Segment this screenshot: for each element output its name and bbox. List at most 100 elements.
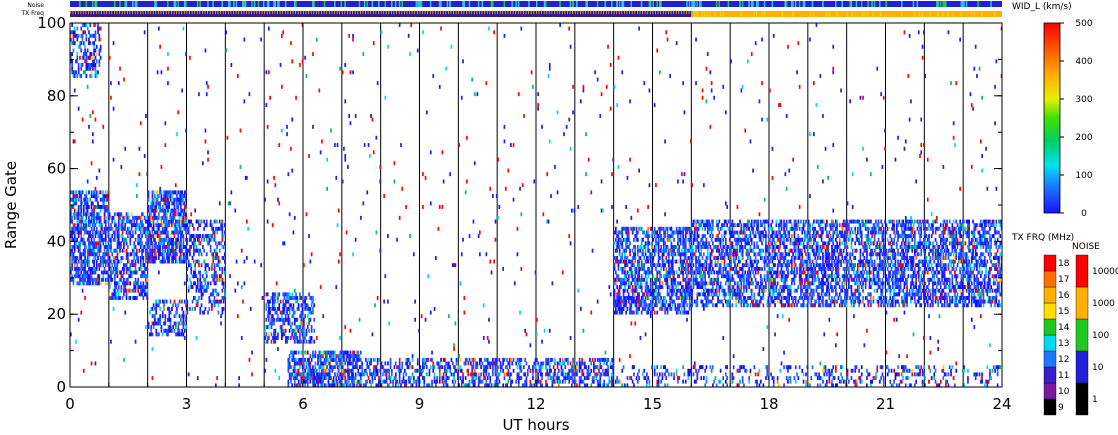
data-cell (205, 234, 208, 239)
data-cell (625, 274, 627, 279)
data-cell (308, 365, 310, 370)
data-cell (915, 379, 917, 384)
data-cell (92, 266, 94, 271)
data-cell (560, 365, 563, 370)
data-cell (404, 368, 406, 373)
data-cell (860, 379, 863, 384)
data-cell (125, 263, 128, 268)
data-cell (358, 379, 361, 384)
data-cell (630, 296, 633, 300)
data-cell (97, 281, 99, 286)
data-cell (202, 285, 204, 290)
data-cell (608, 379, 611, 384)
data-cell (657, 256, 660, 260)
data-cell (107, 248, 110, 253)
data-cell (538, 379, 541, 384)
data-cell (146, 266, 149, 271)
data-cell (776, 379, 779, 384)
data-cell (671, 292, 674, 297)
data-cell (72, 230, 75, 235)
data-cell (271, 321, 274, 326)
data-cell (183, 223, 186, 228)
data-cell (530, 383, 533, 388)
data-cell (128, 259, 130, 264)
data-cell (633, 277, 635, 282)
data-cell (517, 376, 520, 381)
data-cell (550, 357, 552, 362)
data-cell (643, 303, 646, 308)
data-cell (634, 266, 637, 271)
data-cell (783, 383, 785, 388)
data-cell (164, 299, 167, 304)
data-cell (222, 245, 225, 249)
data-cell (627, 237, 630, 242)
data-cell (920, 365, 923, 370)
data-cell (76, 219, 79, 224)
data-cell (125, 277, 128, 282)
data-cell (82, 205, 85, 209)
data-cell (352, 361, 354, 366)
data-cell (70, 266, 72, 271)
freq-tick (657, 11, 659, 14)
data-cell (106, 270, 108, 275)
data-cell (468, 379, 471, 384)
freq-tick (901, 11, 902, 17)
data-cell (151, 321, 154, 326)
data-cell (340, 365, 343, 370)
data-cell (627, 226, 630, 231)
data-cell (145, 234, 147, 239)
data-cell (331, 354, 334, 359)
data-cell (112, 248, 115, 253)
data-cell (656, 383, 659, 388)
data-cell (182, 226, 185, 231)
data-cell (890, 383, 893, 388)
data-cell (92, 208, 94, 213)
data-cell (948, 365, 951, 370)
data-cell (178, 194, 181, 199)
data-cell (332, 354, 335, 359)
data-cell (564, 365, 567, 370)
data-cell (916, 365, 919, 370)
data-cell (613, 310, 616, 315)
noise-speck (415, 1, 418, 7)
data-cell (110, 277, 112, 282)
data-cell (343, 372, 345, 377)
data-cell (178, 245, 181, 249)
data-cell (301, 306, 304, 311)
data-cell (436, 361, 438, 366)
data-cell (132, 296, 134, 300)
freq-tick (217, 11, 219, 14)
data-cell (480, 357, 482, 362)
freq-tick (287, 11, 289, 14)
data-cell (374, 365, 376, 370)
data-cell (336, 365, 339, 370)
noise-speck (438, 1, 441, 7)
data-cell (303, 321, 305, 326)
data-cell (326, 365, 328, 370)
data-cell (305, 303, 308, 308)
data-cell (177, 197, 180, 202)
data-cell (630, 274, 633, 279)
data-cell (72, 245, 75, 249)
data-cell (172, 215, 174, 220)
data-cell (296, 368, 299, 373)
data-cell (183, 201, 186, 206)
data-cell (662, 245, 665, 249)
data-cell (76, 237, 79, 242)
freq-tick (880, 11, 882, 17)
data-cell (146, 245, 149, 249)
data-cell (297, 368, 300, 373)
freq-tick (582, 11, 584, 14)
data-cell (211, 252, 213, 257)
data-cell (706, 226, 709, 231)
freq-tick (331, 11, 333, 14)
data-cell (208, 299, 211, 304)
freq-tick (574, 11, 576, 14)
data-cell (637, 252, 639, 257)
data-cell (375, 365, 378, 370)
data-cell (640, 266, 643, 271)
data-cell (173, 197, 176, 202)
data-cell (164, 219, 167, 224)
data-cell (646, 241, 648, 246)
data-cell (695, 223, 697, 228)
